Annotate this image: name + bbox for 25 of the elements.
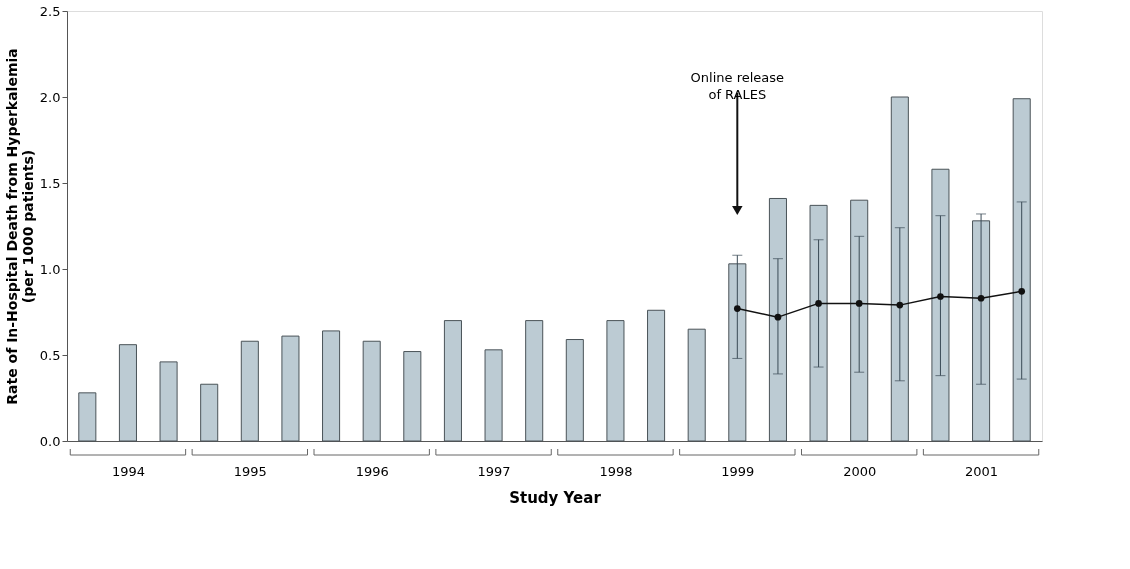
x-axis-title: Study Year	[509, 488, 602, 507]
annotation: Online release of RALES	[690, 70, 785, 102]
y-tick-label: 1.0	[39, 261, 61, 277]
x-tick-label: 2001	[965, 463, 999, 479]
x-tick-label: 1999	[721, 463, 755, 479]
point	[774, 313, 782, 321]
y-tick-label: 0.5	[39, 347, 61, 363]
point	[855, 300, 863, 307]
y-tick-label: 1.5	[39, 175, 61, 191]
x-tick-label: 1998	[599, 463, 633, 479]
point	[1018, 288, 1026, 295]
x-tick-label: 2000	[843, 463, 877, 479]
y-axis-title: Rate of In-Hospital Death from Hyperkalemia (per 1000 patients)	[3, 48, 36, 405]
y-tick-label: 2.0	[39, 89, 61, 105]
point	[815, 300, 822, 307]
point	[977, 294, 985, 302]
x-tick-label: 1995	[233, 463, 267, 479]
point	[896, 301, 904, 309]
point	[733, 305, 741, 312]
x-tick-label: 1997	[477, 463, 511, 479]
x-tick-label: 1994	[111, 463, 145, 479]
y-tick-label: 2.5	[39, 3, 61, 19]
point	[937, 293, 944, 300]
x-tick-label: 1996	[355, 463, 389, 479]
y-tick-label: 0.0	[39, 433, 61, 449]
